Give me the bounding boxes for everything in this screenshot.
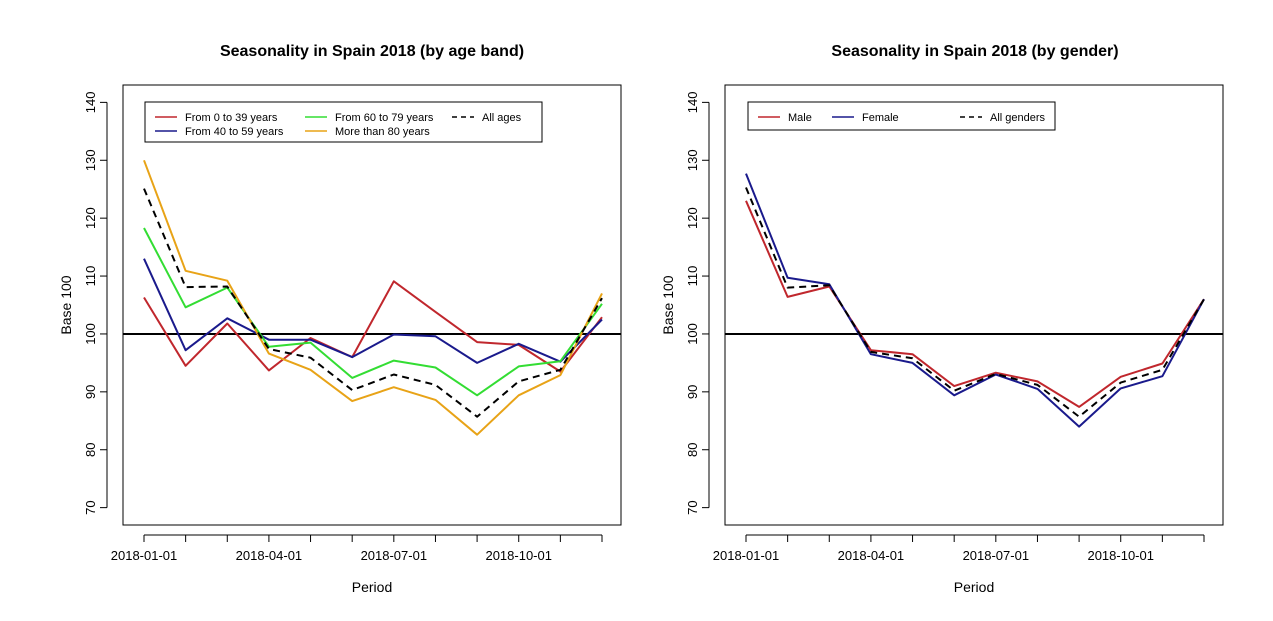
- series-line-from-60-to-79-years: [143, 227, 603, 397]
- series-line-all-genders: [745, 187, 1205, 418]
- y-tick-label: 80: [83, 443, 98, 457]
- y-tick-label: 120: [685, 207, 700, 229]
- y-tick-label: 140: [685, 92, 700, 114]
- x-tick-label: 2018-01-01: [111, 548, 178, 563]
- y-tick-label: 100: [685, 323, 700, 345]
- y-tick-label: 80: [685, 443, 700, 457]
- x-tick-label: 2018-01-01: [713, 548, 780, 563]
- y-axis-title: Base 100: [660, 275, 676, 334]
- legend-box: [144, 101, 543, 143]
- y-tick-label: 110: [685, 266, 700, 287]
- legend-label: More than 80 years: [335, 126, 430, 138]
- legend-label: Female: [862, 112, 899, 124]
- x-axis-title: Period: [352, 579, 392, 595]
- plot-frame: [122, 84, 622, 526]
- series-line-more-than-80-years: [143, 159, 603, 436]
- y-axis: 70 80 90 100 110 120 130 140: [83, 92, 108, 515]
- series-line-all-ages: [143, 188, 603, 418]
- legend-label: From 0 to 39 years: [185, 112, 278, 124]
- y-tick-label: 110: [83, 266, 98, 287]
- x-tick-label: 2018-10-01: [1087, 548, 1154, 563]
- y-tick-label: 120: [83, 207, 98, 229]
- chart-title: Seasonality in Spain 2018 (by gender): [831, 43, 1118, 60]
- y-axis-title: Base 100: [58, 275, 74, 334]
- series-line-from-40-to-59-years: [143, 258, 603, 364]
- legend-label: Male: [788, 112, 812, 124]
- y-tick-label: 130: [685, 149, 700, 171]
- plot-frame: [724, 84, 1224, 526]
- x-tick-label: 2018-07-01: [963, 548, 1030, 563]
- series-line-female: [745, 173, 1205, 428]
- x-axis: 2018-01-01 2018-04-01 2018-07-01 2018-10-01: [111, 534, 603, 563]
- legend: From 0 to 39 years From 40 to 59 years Fro…: [144, 101, 543, 143]
- x-tick-label: 2018-10-01: [485, 548, 552, 563]
- y-tick-label: 70: [685, 500, 700, 514]
- y-tick-label: 140: [83, 92, 98, 114]
- y-tick-label: 90: [83, 385, 98, 399]
- y-tick-label: 90: [685, 385, 700, 399]
- legend: Male Female All genders: [747, 101, 1056, 131]
- y-tick-label: 100: [83, 323, 98, 345]
- legend-label: From 60 to 79 years: [335, 112, 434, 124]
- y-axis: 70 80 90 100 110 120 130 140: [685, 92, 710, 515]
- x-tick-label: 2018-07-01: [361, 548, 428, 563]
- chart-panel-1: Seasonality in Spain 2018 (by age band) 7…: [58, 43, 622, 595]
- chart-panel-2: Seasonality in Spain 2018 (by gender) 70 8…: [660, 43, 1224, 595]
- series-line-male: [745, 200, 1205, 408]
- y-tick-label: 70: [83, 500, 98, 514]
- legend-box: [747, 101, 1056, 131]
- legend-label: All ages: [482, 112, 522, 124]
- x-axis: 2018-01-01 2018-04-01 2018-07-01 2018-10-01: [713, 534, 1205, 563]
- legend-label: From 40 to 59 years: [185, 126, 284, 138]
- x-tick-label: 2018-04-01: [236, 548, 303, 563]
- y-tick-label: 130: [83, 149, 98, 171]
- x-axis-title: Period: [954, 579, 994, 595]
- legend-label: All genders: [990, 112, 1046, 124]
- chart-title: Seasonality in Spain 2018 (by age band): [220, 43, 524, 60]
- series-line-from-0-to-39-years: [143, 280, 603, 373]
- x-tick-label: 2018-04-01: [838, 548, 905, 563]
